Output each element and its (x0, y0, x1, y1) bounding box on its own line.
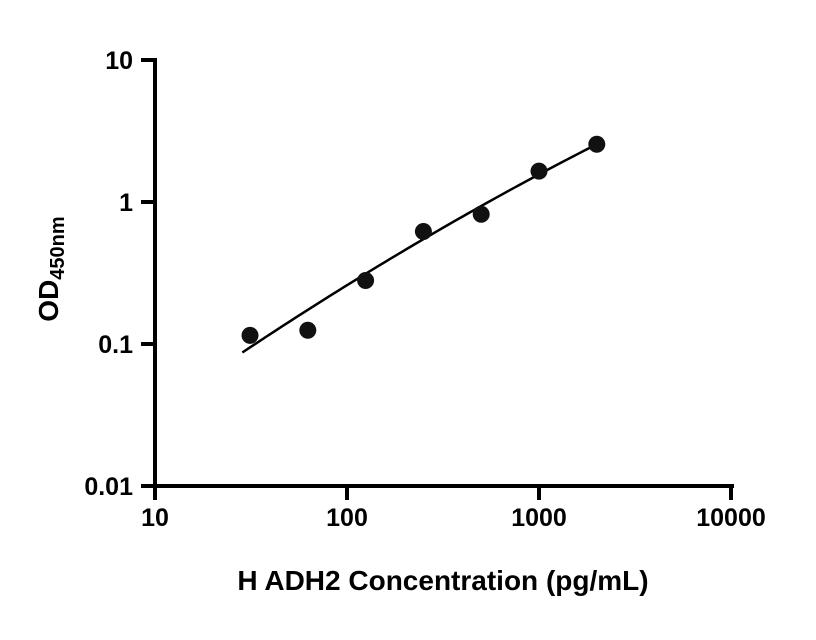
data-point (414, 222, 432, 240)
data-point (299, 321, 317, 339)
y-tick-label: 0.1 (98, 331, 133, 359)
axes (153, 58, 734, 488)
x-tick-label: 100 (326, 504, 368, 532)
x-tick-label: 10 (141, 504, 169, 532)
tick-marks (141, 58, 733, 500)
data-point (530, 162, 548, 180)
y-axis-title-main: OD (33, 280, 64, 322)
x-tick-label: 1000 (511, 504, 567, 532)
y-axis-title-subscript: 450nm (47, 216, 69, 279)
y-tick-label: 0.01 (84, 473, 133, 501)
data-point (241, 326, 259, 344)
tick-labels: 10 1 0.1 0.01 10 100 1000 10000 (84, 47, 765, 532)
y-tick-label: 1 (119, 189, 133, 217)
data-point (357, 272, 375, 289)
data-point (472, 205, 490, 223)
data-points (241, 135, 606, 344)
x-axis-title: H ADH2 Concentration (pg/mL) (237, 565, 648, 596)
y-axis-title: OD450nm (33, 216, 69, 321)
data-point (588, 135, 606, 153)
y-tick-label: 10 (105, 47, 133, 75)
x-tick-label: 10000 (696, 504, 766, 532)
